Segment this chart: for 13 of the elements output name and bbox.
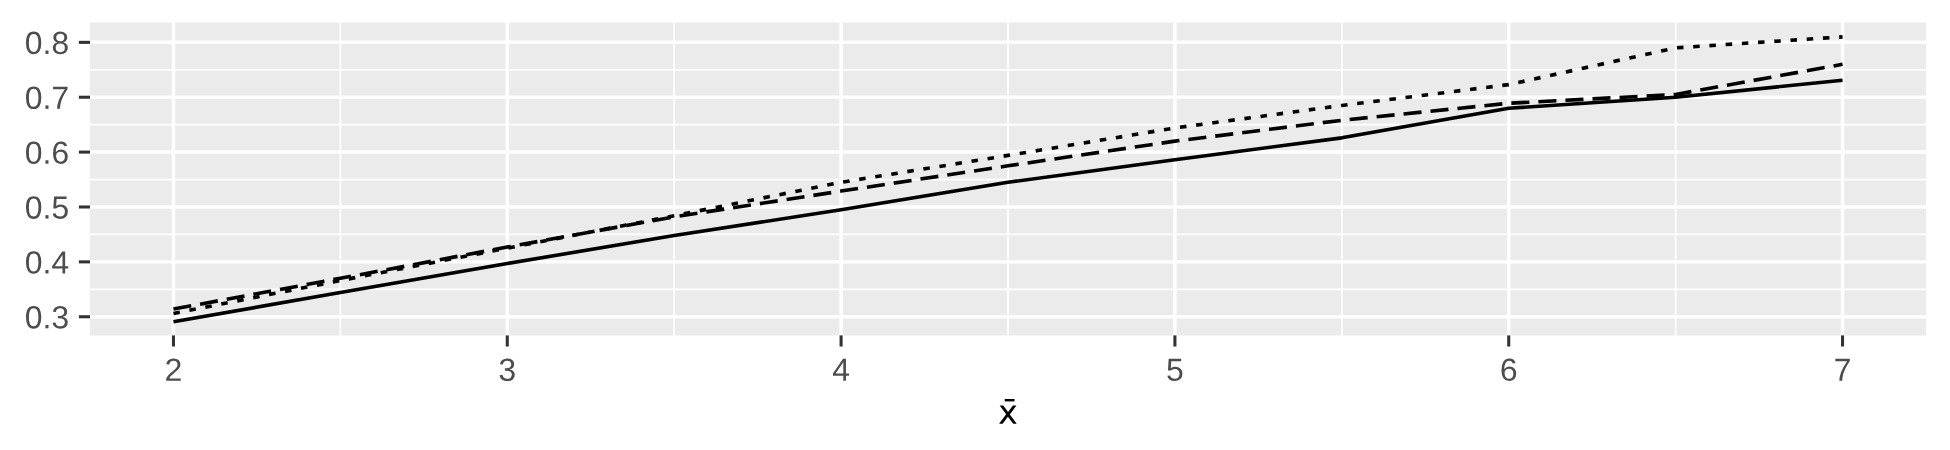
x-tick-label: 7 [1835, 358, 1850, 381]
y-tick-label: 0.4 [26, 251, 69, 274]
y-tick-label: 0.8 [26, 31, 68, 55]
y-tick-label: 0.3 [26, 306, 68, 329]
x-tick-label: 2 [166, 358, 181, 381]
x-tick-label: 3 [499, 358, 515, 382]
y-tick-label: 0.7 [26, 86, 68, 110]
x-tick-label: 4 [832, 358, 850, 381]
x-axis-title: x̄ [999, 399, 1017, 424]
y-tick-label: 0.5 [26, 196, 68, 219]
x-tick-label: 5 [1167, 358, 1183, 382]
y-tick-label: 0.6 [26, 141, 68, 164]
x-tick-label: 6 [1501, 358, 1517, 382]
